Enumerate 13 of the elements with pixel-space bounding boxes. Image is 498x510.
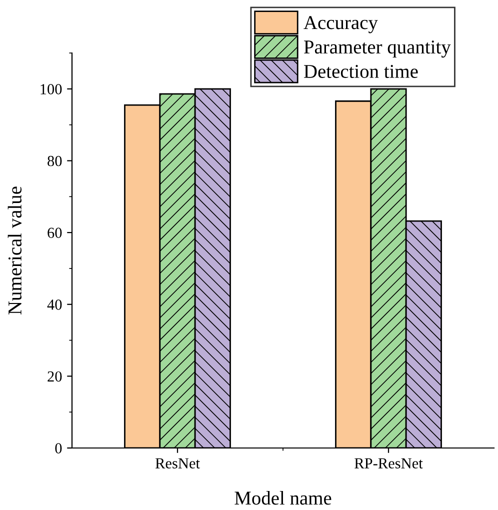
y-tick-label: 20 bbox=[48, 371, 62, 382]
y-tick-label: 60 bbox=[48, 228, 62, 238]
y-tick-label: 100 bbox=[40, 84, 62, 94]
x-tick-label: ResNet bbox=[155, 458, 200, 468]
y-axis-title: Numerical value bbox=[8, 186, 22, 314]
y-tick-label: 40 bbox=[47, 300, 62, 310]
x-tick-label: RP-ResNet bbox=[354, 458, 423, 468]
legend-label: Accuracy bbox=[304, 16, 378, 34]
y-tick-label: 80 bbox=[48, 156, 62, 166]
y-tick-label: 0 bbox=[55, 443, 62, 454]
legend-label: Parameter quantity bbox=[304, 40, 451, 58]
legend-label: Detection time bbox=[304, 64, 418, 78]
x-axis-title: Model name bbox=[234, 491, 332, 505]
